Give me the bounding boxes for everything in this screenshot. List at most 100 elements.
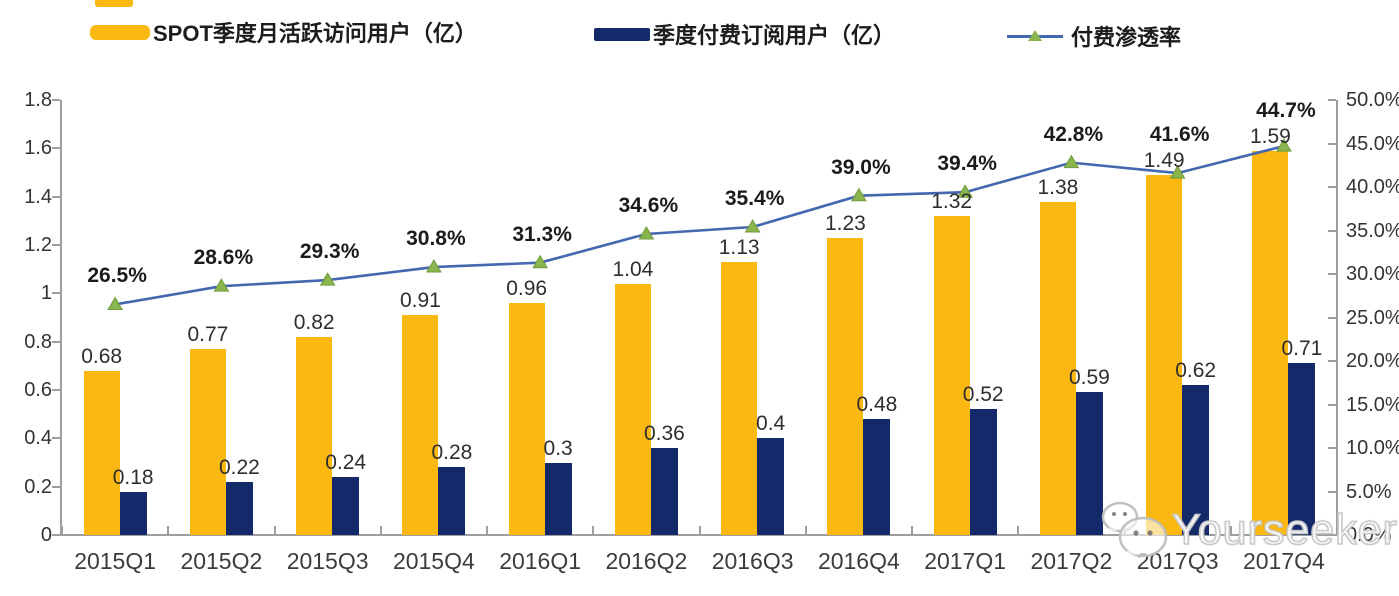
y-axis-right-tick [1328, 316, 1336, 319]
x-axis-tick [379, 526, 382, 534]
y-axis-right-label: 50.0% [1346, 89, 1399, 111]
mau-value-label: 0.96 [506, 277, 548, 300]
x-axis-category-label: 2016Q2 [605, 548, 688, 574]
triangle-marker-icon [744, 219, 761, 233]
y-axis-left-tick [52, 437, 60, 440]
y-axis-left-label: 0.6 [24, 379, 52, 401]
mau-bar [1039, 201, 1076, 535]
triangle-marker-icon [1276, 138, 1292, 152]
mau-bar [1146, 174, 1183, 535]
triangle-marker-icon [957, 184, 973, 198]
mau-value-label: 1.59 [1249, 124, 1291, 148]
x-axis-tick [698, 526, 701, 534]
y-axis-right-tick [1328, 490, 1336, 493]
subscriber-bar [1288, 363, 1316, 535]
legend-label-mau: SPOT季度月活跃访问用户（亿） [153, 21, 477, 46]
y-axis-right-label: 35.0% [1346, 219, 1399, 242]
y-axis-right-tick [1328, 99, 1336, 101]
mau-bar [1252, 150, 1289, 535]
y-axis-left-tick [52, 340, 60, 343]
y-axis-left-label: 1 [40, 282, 52, 305]
mau-bar [296, 336, 333, 535]
y-axis-right-label: 10.0% [1346, 437, 1399, 459]
y-axis-right-tick [1328, 142, 1336, 145]
y-axis-right-label: 15.0% [1346, 393, 1399, 416]
subscriber-value-label: 0.62 [1175, 359, 1217, 383]
legend-item-penetration: 付费渗透率 [1007, 20, 1181, 52]
y-axis-left-tick [52, 485, 60, 488]
mau-bar [83, 370, 120, 535]
subscriber-value-label: 0.18 [112, 465, 154, 489]
legend-label-subscribers: 季度付费订阅用户（亿） [653, 23, 896, 48]
subscriber-value-label: 0.59 [1068, 366, 1110, 390]
subscriber-bar [650, 448, 678, 535]
triangle-marker-icon [532, 254, 548, 269]
cropped-yellow-fragment [95, 0, 133, 7]
x-axis-category-label: 2015Q3 [286, 548, 369, 574]
triangle-marker-icon [851, 187, 867, 202]
mau-bar [614, 283, 651, 535]
y-axis-left-label: 1.8 [24, 89, 52, 111]
y-axis-right-tick [1328, 403, 1336, 406]
y-axis-right-label: 25.0% [1346, 306, 1399, 329]
x-axis-tick [1336, 526, 1338, 534]
penetration-value-label: 41.6% [1149, 122, 1210, 146]
triangle-marker-icon [1169, 165, 1186, 179]
mau-value-label: 1.23 [824, 211, 866, 235]
line-marker-swatch-icon [1007, 28, 1063, 44]
penetration-value-label: 34.6% [618, 193, 679, 217]
y-axis-left-tick [52, 389, 60, 391]
penetration-line-series [107, 138, 1292, 310]
y-axis-left-label: 1.6 [24, 137, 52, 160]
mau-value-label: 1.49 [1143, 148, 1185, 172]
subscriber-bar [863, 419, 891, 535]
subscriber-bar [332, 477, 360, 535]
mau-value-label: 1.13 [718, 235, 760, 259]
subscriber-bar [438, 467, 466, 535]
y-axis-left-tick [52, 534, 60, 536]
x-axis-tick [61, 526, 63, 534]
triangle-marker-icon [638, 225, 655, 240]
penetration-value-label: 42.8% [1043, 122, 1104, 146]
y-axis-right-tick [1328, 229, 1336, 232]
mau-value-label: 0.68 [81, 344, 123, 368]
penetration-value-label: 44.7% [1256, 98, 1316, 122]
mau-value-label: 0.91 [399, 289, 441, 313]
subscriber-bar [225, 481, 253, 535]
triangle-marker-icon [426, 259, 442, 273]
y-axis-right-tick [1328, 186, 1336, 188]
x-axis-tick [273, 526, 276, 534]
x-axis-tick [592, 526, 595, 534]
mau-bar [933, 216, 970, 535]
y-axis-right-tick [1328, 534, 1336, 536]
subscriber-value-label: 0.24 [325, 451, 367, 474]
triangle-marker-icon [1028, 30, 1042, 41]
mau-value-label: 0.82 [293, 310, 335, 334]
mau-bar [402, 315, 439, 535]
subscriber-bar [119, 491, 147, 535]
x-axis-category-label: 2016Q3 [711, 548, 794, 574]
x-axis-tick [911, 526, 913, 534]
legend-label-penetration: 付费渗透率 [1071, 25, 1182, 50]
subscriber-value-label: 0.48 [856, 393, 898, 416]
y-axis-left [60, 100, 62, 535]
y-axis-left-tick [52, 244, 60, 246]
penetration-value-label: 39.4% [937, 152, 997, 176]
x-axis-category-label: 2017Q3 [1136, 548, 1219, 574]
penetration-value-label: 28.6% [193, 246, 254, 270]
y-axis-right-label: 40.0% [1346, 176, 1399, 198]
penetration-value-label: 31.3% [512, 222, 572, 246]
subscriber-bar [757, 438, 785, 535]
subscriber-value-label: 0.52 [962, 383, 1004, 407]
subscriber-bar [969, 409, 997, 535]
y-axis-left-label: 1.2 [24, 234, 52, 256]
triangle-marker-icon [319, 272, 336, 286]
y-axis-right [1336, 100, 1338, 535]
mau-value-label: 1.32 [931, 190, 973, 213]
mau-value-label: 1.38 [1037, 175, 1079, 199]
x-axis-category-label: 2017Q4 [1242, 548, 1325, 574]
y-axis-left-tick [52, 292, 60, 295]
y-axis-right-label: 30.0% [1346, 263, 1399, 285]
subscriber-value-label: 0.4 [756, 412, 786, 436]
